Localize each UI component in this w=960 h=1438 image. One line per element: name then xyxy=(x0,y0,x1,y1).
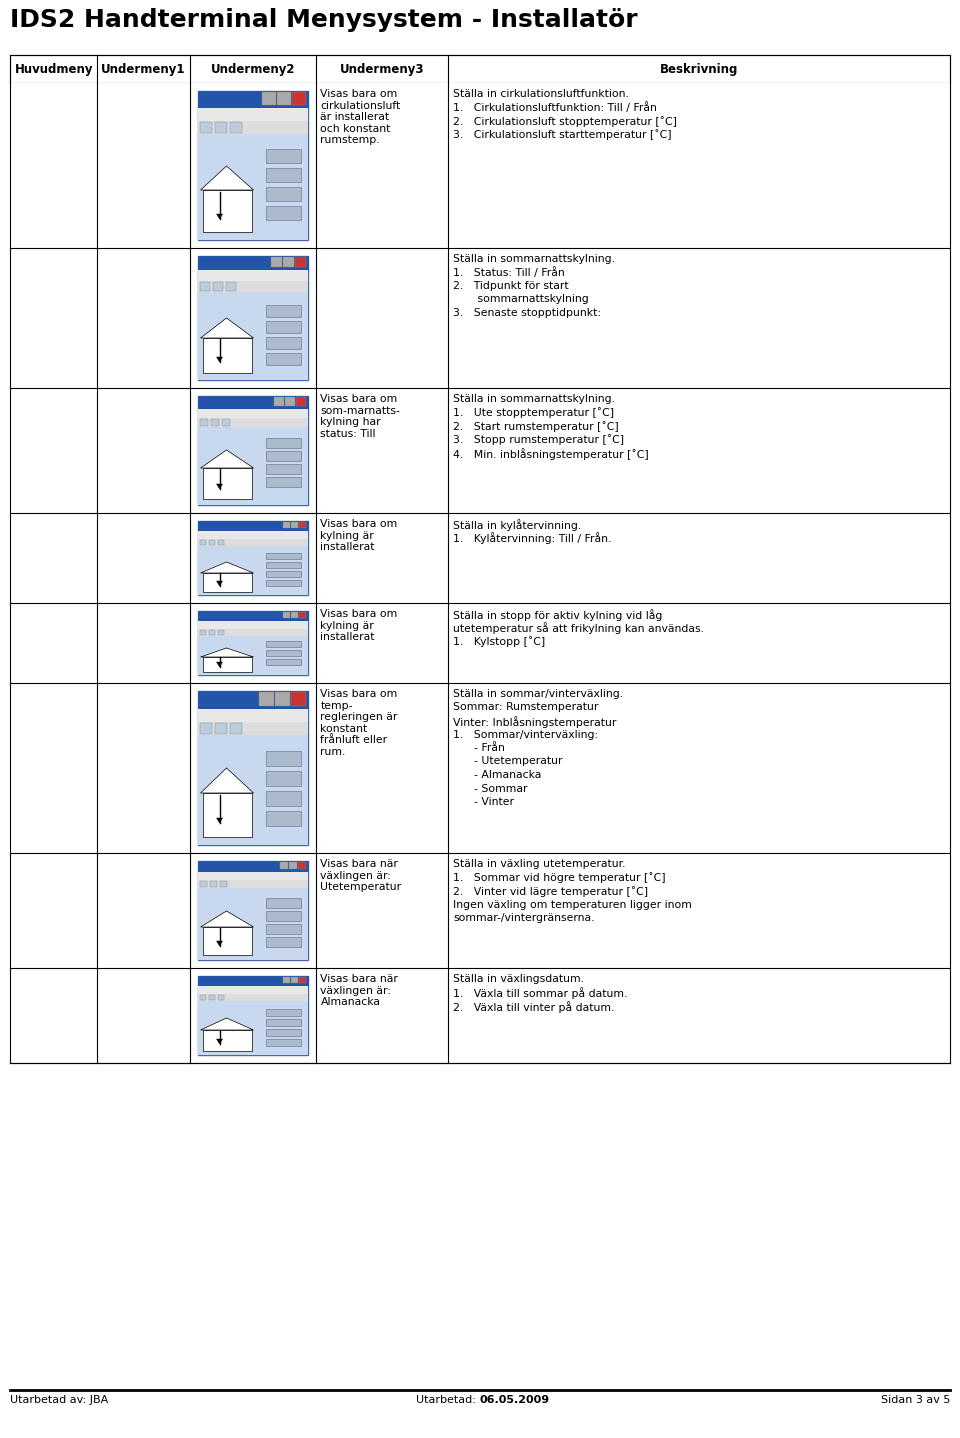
Text: File  Zoom  Options: File Zoom Options xyxy=(201,710,240,715)
Text: Ingen växling om temperaturen ligger inom: Ingen växling om temperaturen ligger ino… xyxy=(453,900,692,909)
Text: 1.   Cirkulationsluftfunktion: Till / Från: 1. Cirkulationsluftfunktion: Till / Från xyxy=(453,102,657,114)
Text: Beskrivning: Beskrivning xyxy=(660,62,738,76)
Text: Visas bara när
växlingen är:
Almanacka: Visas bara när växlingen är: Almanacka xyxy=(321,974,398,1007)
Text: Visas bara om
temp-
regleringen är
konstant
frånluft eller
rum.: Visas bara om temp- regleringen är konst… xyxy=(321,689,397,756)
Text: Undermeny1: Undermeny1 xyxy=(101,62,185,76)
Text: File  Zoom  Options: File Zoom Options xyxy=(201,874,240,879)
Text: J3152.dat: J3152.dat xyxy=(213,978,237,982)
Text: 2.   Start rumstemperatur [˚C]: 2. Start rumstemperatur [˚C] xyxy=(453,421,619,431)
Text: Ställa in sommarnattskylning.: Ställa in sommarnattskylning. xyxy=(453,255,615,265)
Text: Visas bara om
som­marnatts-
kylning har
status: Till: Visas bara om som­marnatts- kylning har … xyxy=(321,394,400,439)
Text: Ställa in cirkulationsluftfunktion.: Ställa in cirkulationsluftfunktion. xyxy=(453,89,629,99)
Text: 1.   Sommar/vinterväxling:: 1. Sommar/vinterväxling: xyxy=(453,729,598,739)
Text: sommar-/vintergränserna.: sommar-/vintergränserna. xyxy=(453,913,594,923)
Text: - Vinter: - Vinter xyxy=(453,797,514,807)
Text: Ställa in stopp för aktiv kylning vid låg: Ställa in stopp för aktiv kylning vid lå… xyxy=(453,610,662,621)
Text: 1.   Ute stopptemperatur [˚C]: 1. Ute stopptemperatur [˚C] xyxy=(453,407,614,418)
Text: 06.05.2009: 06.05.2009 xyxy=(479,1395,549,1405)
Text: Sommar: Rumstemperatur: Sommar: Rumstemperatur xyxy=(453,703,598,712)
Text: File  Zoom  Options: File Zoom Options xyxy=(201,533,240,536)
Text: Vinter: Inblåsningstemperatur: Vinter: Inblåsningstemperatur xyxy=(453,716,616,728)
Text: 2.   Vinter vid lägre temperatur [˚C]: 2. Vinter vid lägre temperatur [˚C] xyxy=(453,886,648,897)
Text: - Sommar: - Sommar xyxy=(453,784,528,794)
Text: File  Zoom  Options: File Zoom Options xyxy=(201,272,240,276)
Text: - Almanacka: - Almanacka xyxy=(453,769,541,779)
Text: 2311.dat: 2311.dat xyxy=(213,398,235,404)
Text: Ställa in sommar/vinterväxling.: Ställa in sommar/vinterväxling. xyxy=(453,689,623,699)
Text: File  Zoom  Options: File Zoom Options xyxy=(201,411,240,416)
Text: 2313.dat: 2313.dat xyxy=(213,613,235,617)
Text: 3.   Senaste stopptidpunkt:: 3. Senaste stopptidpunkt: xyxy=(453,308,601,318)
Text: 3.   Cirkulationsluft starttemperatur [˚C]: 3. Cirkulationsluft starttemperatur [˚C] xyxy=(453,129,672,141)
Text: Visas bara om
kylning är
installerat: Visas bara om kylning är installerat xyxy=(321,519,397,552)
Text: Visas bara om
cirkulationsluft
är installerat
och konstant
rumstemp.: Visas bara om cirkulationsluft är instal… xyxy=(321,89,400,145)
Text: 2.   Växla till vinter på datum.: 2. Växla till vinter på datum. xyxy=(453,1001,614,1012)
Text: 1.   Sommar vid högre temperatur [˚C]: 1. Sommar vid högre temperatur [˚C] xyxy=(453,873,665,883)
Text: IDS2 Handterminal Menysystem - Installatör: IDS2 Handterminal Menysystem - Installat… xyxy=(10,9,637,32)
Text: 3.   Stopp rumstemperatur [˚C]: 3. Stopp rumstemperatur [˚C] xyxy=(453,434,624,446)
Text: Utarbetad:: Utarbetad: xyxy=(416,1395,479,1405)
Text: File  Zoom  Options: File Zoom Options xyxy=(201,623,240,627)
Text: File  Zoom  Options: File Zoom Options xyxy=(201,988,240,992)
Text: Visas bara om
kylning är
installerat: Visas bara om kylning är installerat xyxy=(321,610,397,643)
Text: Ställa in sommarnattskylning.: Ställa in sommarnattskylning. xyxy=(453,394,615,404)
Text: File  Zoom  Options: File Zoom Options xyxy=(201,109,240,114)
Text: 1.   Kylåtervinning: Till / Från.: 1. Kylåtervinning: Till / Från. xyxy=(453,532,612,545)
Text: Ställa in kylåtervinning.: Ställa in kylåtervinning. xyxy=(453,519,582,531)
Text: - Från: - Från xyxy=(453,743,505,754)
Text: Utarbetad av: JBA: Utarbetad av: JBA xyxy=(10,1395,108,1405)
Text: Huvudmeny: Huvudmeny xyxy=(14,62,93,76)
Text: 2.   Tidpunkt för start: 2. Tidpunkt för start xyxy=(453,280,568,290)
Text: 1.   Status: Till / Från: 1. Status: Till / Från xyxy=(453,267,564,279)
Text: 2312.dat: 2312.dat xyxy=(213,522,235,528)
Text: Ställa in växlingsdatum.: Ställa in växlingsdatum. xyxy=(453,974,584,984)
Text: Ställa in växling utetemperatur.: Ställa in växling utetemperatur. xyxy=(453,858,626,869)
Text: Undermeny2: Undermeny2 xyxy=(211,62,296,76)
Text: utetemperatur så att frikylning kan användas.: utetemperatur så att frikylning kan anvä… xyxy=(453,623,704,634)
Text: Visas bara när
växlingen är:
Utetemperatur: Visas bara när växlingen är: Utetemperat… xyxy=(321,858,401,892)
Text: sommarnattskylning: sommarnattskylning xyxy=(453,295,588,305)
Text: - Utetemperatur: - Utetemperatur xyxy=(453,756,563,766)
Text: J3351.dat: J3351.dat xyxy=(213,863,237,867)
Text: 2310.dat: 2310.dat xyxy=(213,259,235,265)
Text: Undermeny3: Undermeny3 xyxy=(340,62,424,76)
Text: 2790.dat: 2790.dat xyxy=(213,95,235,101)
Text: Sidan 3 av 5: Sidan 3 av 5 xyxy=(880,1395,950,1405)
Text: 1.   Växla till sommar på datum.: 1. Växla till sommar på datum. xyxy=(453,988,628,999)
Text: 1.   Kylstopp [˚C]: 1. Kylstopp [˚C] xyxy=(453,636,545,647)
Text: 2.   Cirkulationsluft stopptemperatur [˚C]: 2. Cirkulationsluft stopptemperatur [˚C] xyxy=(453,116,677,127)
Text: 4.   Min. inblåsningstemperatur [˚C]: 4. Min. inblåsningstemperatur [˚C] xyxy=(453,449,649,460)
Text: 23141.dat: 23141.dat xyxy=(213,696,239,702)
